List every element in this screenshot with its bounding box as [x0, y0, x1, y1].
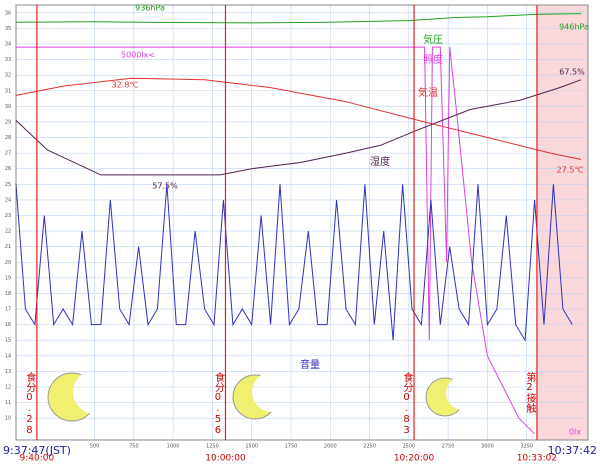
y-tick-label: 31	[5, 88, 11, 94]
y-tick-label: 10	[5, 416, 11, 422]
x-tick-label: 3250	[520, 444, 533, 450]
y-tick-label: 25	[5, 182, 11, 188]
series-label: 照度	[423, 53, 443, 66]
y-tick-label: 14	[5, 353, 11, 359]
eclipse-label: 第2接触	[524, 371, 536, 413]
annotation: 27.5℃	[557, 166, 584, 175]
annotation: 32.8℃	[112, 81, 139, 90]
y-tick-label: 11	[5, 400, 11, 406]
annotation: 57.5%	[152, 182, 178, 191]
x-tick-label: 500	[90, 444, 100, 450]
x-tick-label: 1500	[245, 444, 258, 450]
x-tick-label: 1750	[285, 444, 298, 450]
y-tick-label: 26	[5, 166, 11, 172]
y-tick-label: 21	[5, 244, 11, 250]
eclipse-label: 食分0.56	[212, 371, 224, 436]
annotation: 67.5%	[559, 68, 585, 77]
y-tick-label: 34	[5, 41, 11, 47]
y-tick-label: 27	[5, 151, 11, 157]
y-tick-label: 30	[5, 104, 11, 110]
y-tick-label: 29	[5, 119, 11, 125]
marker-label: 10:20:00	[394, 454, 435, 464]
x-tick-label: 3000	[481, 444, 494, 450]
x-tick-label: 2000	[324, 444, 337, 450]
y-tick-label: 13	[5, 369, 11, 375]
eclipse-label: 食分0.28	[24, 371, 36, 436]
series-line	[15, 79, 582, 176]
annotation: 0lx	[569, 428, 581, 437]
y-tick-label: 23	[5, 213, 11, 219]
y-tick-label: 33	[5, 57, 11, 63]
x-tick-label: 750	[129, 444, 139, 450]
start-time: 9:37:47(JST)	[3, 444, 71, 457]
marker-label: 10:00:00	[205, 454, 246, 464]
moon-icon	[232, 374, 278, 420]
y-tick-label: 16	[5, 322, 11, 328]
eclipse-label: 食分0.83	[401, 371, 413, 436]
end-time: 10:37:42	[548, 444, 597, 457]
y-tick-label: 36	[5, 10, 11, 16]
y-tick-label: 22	[5, 229, 11, 235]
y-tick-label: 24	[5, 197, 11, 203]
y-tick-label: 18	[5, 291, 11, 297]
y-tick-label: 12	[5, 384, 11, 390]
series-line	[16, 46, 535, 435]
moons	[47, 372, 465, 422]
series-line	[15, 184, 573, 342]
marker-label: 10:33:02	[517, 454, 557, 464]
y-tick-label: 17	[5, 307, 11, 313]
moon-icon	[47, 372, 97, 422]
annotation: 946hPa	[559, 23, 589, 32]
x-tick-label: 2250	[363, 444, 376, 450]
y-tick-label: 32	[5, 73, 11, 79]
y-tick-label: 15	[5, 338, 11, 344]
y-tick-label: 28	[5, 135, 11, 141]
series-line	[15, 13, 581, 24]
annotation: 936hPa	[135, 4, 165, 13]
series-label: 気温	[418, 86, 438, 99]
plot-frame	[15, 4, 589, 441]
x-tick-label: 1000	[167, 444, 180, 450]
y-tick-label: 20	[5, 260, 11, 266]
x-tick-label: 2500	[402, 444, 415, 450]
series-label: 湿度	[370, 155, 390, 168]
y-tick-label: 19	[5, 275, 11, 281]
moon-icon	[425, 377, 465, 417]
series-label: 気圧	[423, 33, 443, 46]
y-tick-label: 35	[5, 26, 11, 32]
series-line	[15, 77, 582, 160]
annotation: 5000lx<	[121, 51, 155, 60]
x-tick-label: 2750	[442, 444, 455, 450]
series-label: 音量	[300, 358, 320, 371]
x-tick-label: 1250	[206, 444, 219, 450]
marker-label: 9:40:00	[20, 454, 55, 464]
totality-region	[537, 5, 588, 440]
